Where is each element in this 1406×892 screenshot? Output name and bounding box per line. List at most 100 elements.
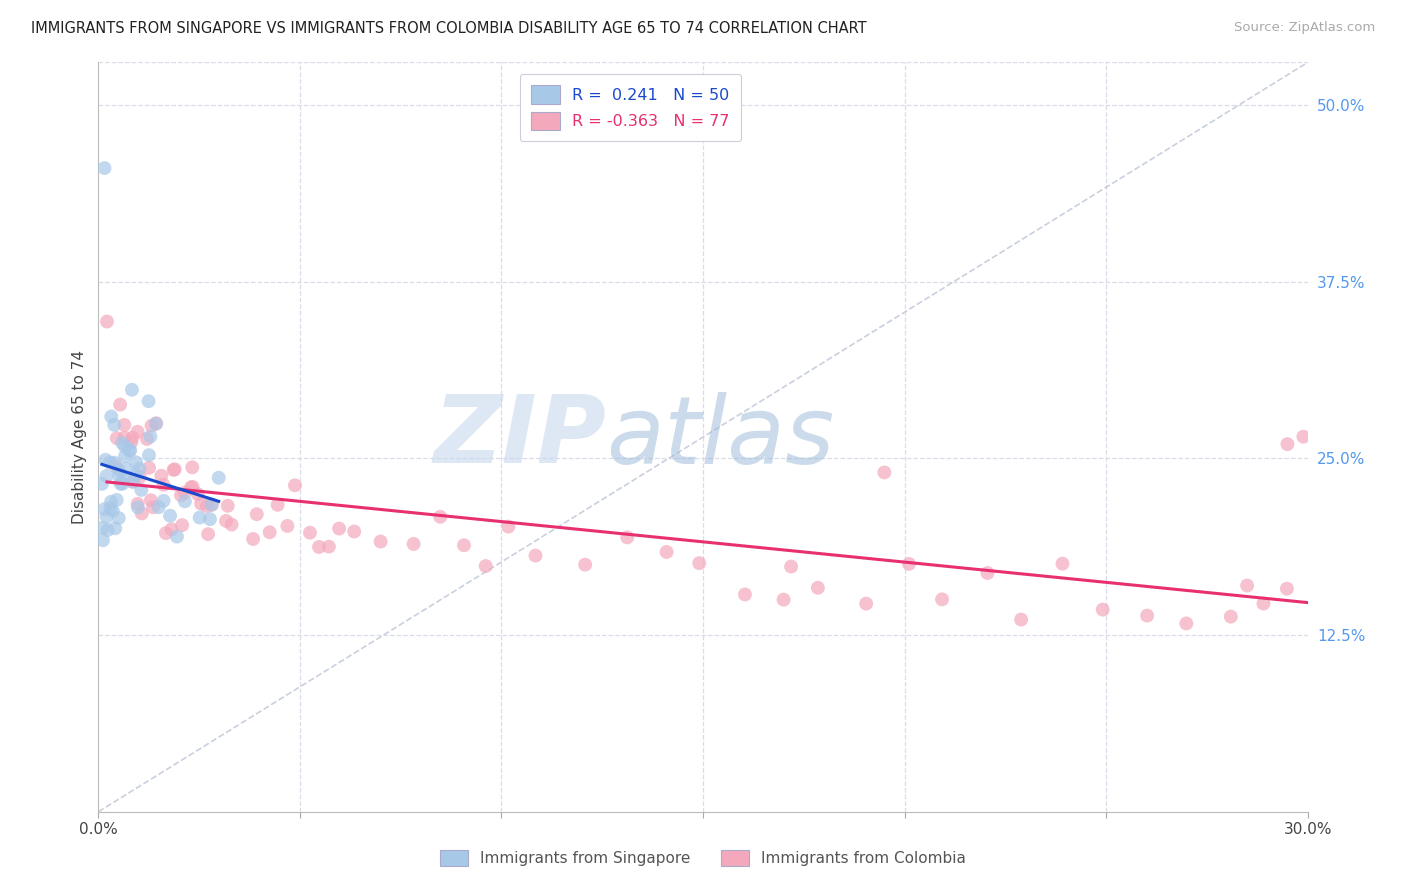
- Point: [120, 435, 142, 450]
- Point: [114, 449, 136, 463]
- Point: [318, 540, 340, 554]
- Point: [976, 566, 998, 580]
- Legend: R =  0.241   N = 50, R = -0.363   N = 77: R = 0.241 N = 50, R = -0.363 N = 77: [520, 74, 741, 142]
- Point: [127, 500, 149, 515]
- Point: [195, 499, 218, 513]
- Point: [107, 511, 129, 525]
- Point: [200, 498, 222, 512]
- Point: [655, 545, 678, 559]
- Point: [1091, 602, 1114, 616]
- Point: [152, 493, 174, 508]
- Point: [90, 476, 112, 491]
- Text: Source: ZipAtlas.com: Source: ZipAtlas.com: [1234, 21, 1375, 35]
- Point: [242, 532, 264, 546]
- Point: [276, 519, 298, 533]
- Point: [150, 468, 173, 483]
- Point: [688, 556, 710, 570]
- Point: [898, 557, 921, 571]
- Point: [98, 501, 121, 516]
- Point: [208, 471, 231, 485]
- Point: [110, 476, 132, 491]
- Point: [734, 587, 756, 601]
- Point: [145, 417, 167, 431]
- Y-axis label: Disability Age 65 to 74: Disability Age 65 to 74: [72, 350, 87, 524]
- Point: [138, 448, 160, 462]
- Point: [1275, 582, 1298, 596]
- Point: [217, 499, 239, 513]
- Point: [107, 463, 129, 477]
- Point: [138, 460, 160, 475]
- Point: [100, 409, 122, 424]
- Point: [308, 540, 330, 554]
- Point: [121, 383, 143, 397]
- Point: [187, 487, 209, 501]
- Point: [343, 524, 366, 539]
- Point: [1052, 557, 1074, 571]
- Point: [574, 558, 596, 572]
- Point: [1136, 608, 1159, 623]
- Point: [166, 530, 188, 544]
- Point: [139, 429, 162, 443]
- Point: [188, 510, 211, 524]
- Point: [114, 440, 136, 454]
- Point: [152, 477, 174, 491]
- Point: [1253, 597, 1275, 611]
- Point: [159, 508, 181, 523]
- Point: [91, 533, 114, 548]
- Point: [1236, 578, 1258, 592]
- Point: [160, 522, 183, 536]
- Point: [402, 537, 425, 551]
- Point: [145, 417, 167, 431]
- Point: [105, 431, 128, 445]
- Point: [298, 525, 321, 540]
- Point: [266, 498, 288, 512]
- Point: [98, 455, 121, 469]
- Point: [114, 431, 136, 445]
- Point: [127, 497, 149, 511]
- Point: [259, 525, 281, 540]
- Point: [105, 492, 128, 507]
- Point: [197, 527, 219, 541]
- Legend: Immigrants from Singapore, Immigrants from Colombia: Immigrants from Singapore, Immigrants fr…: [433, 842, 973, 873]
- Point: [1219, 609, 1241, 624]
- Point: [129, 483, 152, 497]
- Point: [524, 549, 547, 563]
- Point: [148, 500, 170, 515]
- Point: [162, 463, 184, 477]
- Point: [94, 452, 117, 467]
- Point: [129, 470, 152, 484]
- Point: [121, 431, 143, 445]
- Point: [128, 461, 150, 475]
- Point: [931, 592, 953, 607]
- Point: [855, 597, 877, 611]
- Point: [103, 417, 125, 432]
- Point: [1292, 430, 1315, 444]
- Point: [121, 475, 143, 489]
- Point: [190, 497, 212, 511]
- Text: atlas: atlas: [606, 392, 835, 483]
- Point: [97, 523, 120, 537]
- Point: [139, 493, 162, 508]
- Point: [873, 466, 896, 480]
- Point: [141, 418, 163, 433]
- Point: [173, 485, 195, 500]
- Point: [284, 478, 307, 492]
- Point: [100, 495, 122, 509]
- Point: [96, 314, 118, 328]
- Point: [125, 467, 148, 482]
- Point: [138, 394, 160, 409]
- Point: [136, 432, 159, 446]
- Point: [91, 521, 114, 535]
- Point: [155, 526, 177, 541]
- Point: [108, 398, 131, 412]
- Point: [111, 436, 134, 450]
- Point: [96, 510, 118, 524]
- Point: [1175, 616, 1198, 631]
- Point: [172, 518, 194, 533]
- Point: [125, 455, 148, 469]
- Point: [101, 504, 124, 518]
- Point: [328, 522, 350, 536]
- Point: [181, 480, 204, 494]
- Point: [93, 502, 115, 516]
- Point: [120, 443, 142, 458]
